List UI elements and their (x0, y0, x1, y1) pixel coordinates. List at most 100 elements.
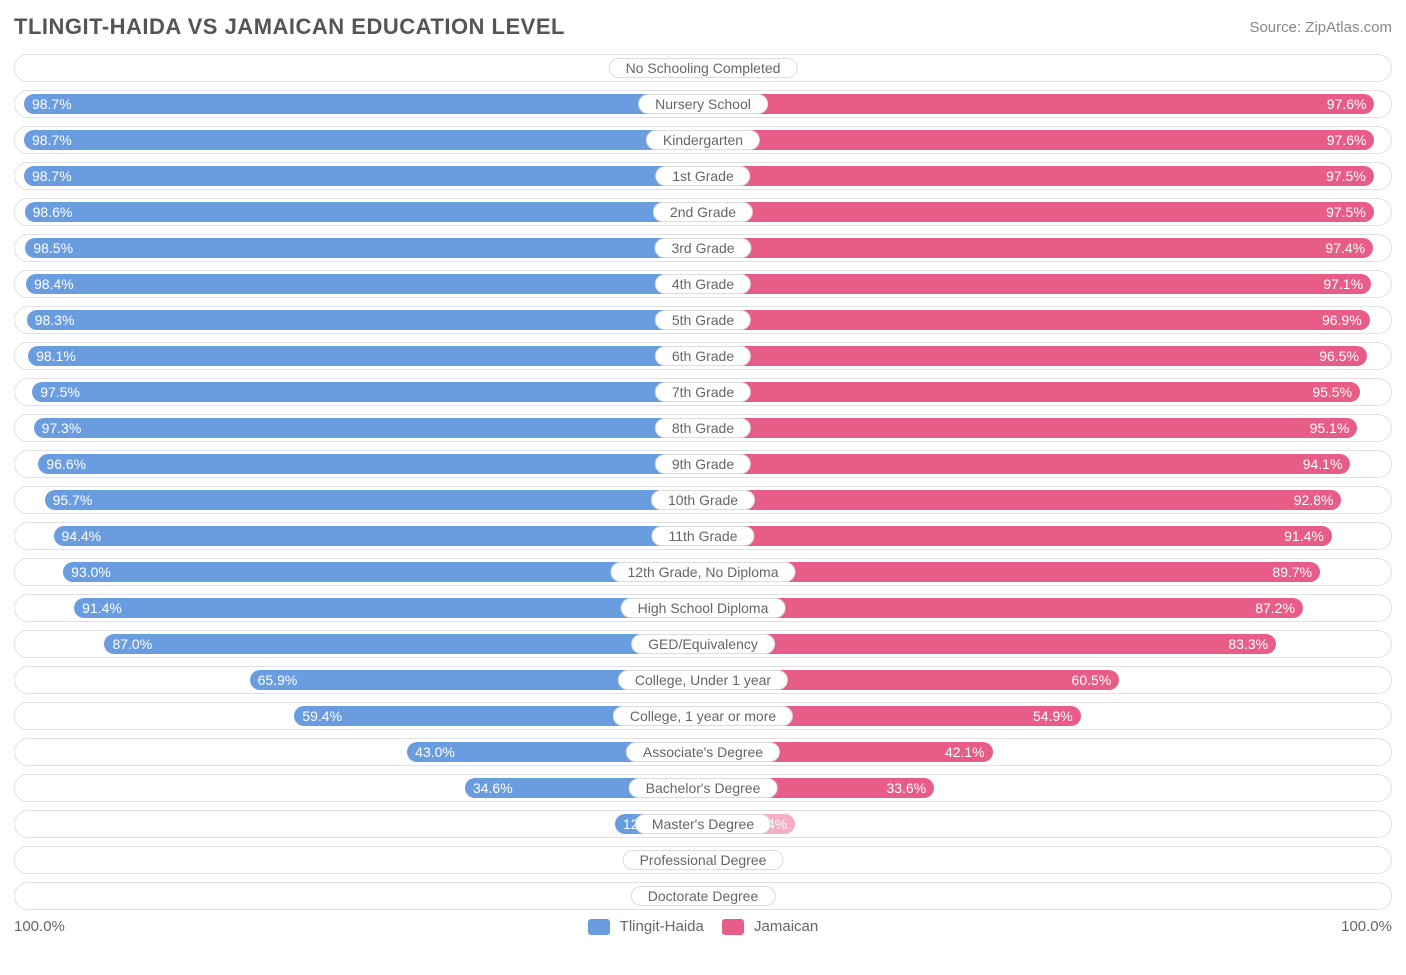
row-category-label: 1st Grade (655, 166, 750, 186)
bar-value-left: 91.4% (82, 600, 122, 616)
bar-value-left: 96.6% (46, 456, 86, 472)
bar-value-right: 97.5% (1326, 204, 1366, 220)
chart-header: TLINGIT-HAIDA VS JAMAICAN EDUCATION LEVE… (14, 14, 1392, 40)
bar-value-left: 94.4% (62, 528, 102, 544)
bar-value-right: 60.5% (1072, 672, 1112, 688)
bar-value-left: 95.7% (53, 492, 93, 508)
row-category-label: High School Diploma (621, 598, 786, 618)
row-category-label: Master's Degree (635, 814, 771, 834)
chart-row: 98.7% 97.6% Nursery School (14, 90, 1392, 118)
bar-value-right: 97.1% (1323, 276, 1363, 292)
chart-row: 65.9% 60.5% College, Under 1 year (14, 666, 1392, 694)
chart-row: 94.4% 91.4% 11th Grade (14, 522, 1392, 550)
bar-value-left: 34.6% (473, 780, 513, 796)
bar-value-left: 98.7% (32, 96, 72, 112)
row-category-label: Professional Degree (623, 850, 784, 870)
legend-center: Tlingit-Haida Jamaican (588, 918, 818, 935)
chart-rows: 1.5%2.4%No Schooling Completed 98.7% 97.6%… (14, 54, 1392, 910)
legend-swatch-right (722, 919, 744, 935)
bar-value-right: 89.7% (1272, 564, 1312, 580)
chart-row: 93.0% 89.7% 12th Grade, No Diploma (14, 558, 1392, 586)
chart-row: 91.4% 87.2% High School Diploma (14, 594, 1392, 622)
chart-row: 98.4% 97.1% 4th Grade (14, 270, 1392, 298)
row-category-label: 7th Grade (655, 382, 751, 402)
bar-value-right: 96.9% (1322, 312, 1362, 328)
bar-value-right: 92.8% (1294, 492, 1334, 508)
bar-value-right: 87.2% (1255, 600, 1295, 616)
row-category-label: 12th Grade, No Diploma (611, 562, 796, 582)
chart-source: Source: ZipAtlas.com (1249, 19, 1392, 36)
axis-right-max: 100.0% (1341, 918, 1392, 935)
row-category-label: 4th Grade (655, 274, 751, 294)
bar-value-left: 98.1% (36, 348, 76, 364)
bar-value-left: 97.3% (42, 420, 82, 436)
chart-row: 43.0% 42.1% Associate's Degree (14, 738, 1392, 766)
legend-swatch-left (588, 919, 610, 935)
row-category-label: 6th Grade (655, 346, 751, 366)
chart-row: 97.5%95.5%7th Grade (14, 378, 1392, 406)
bar-value-right: 97.4% (1325, 240, 1365, 256)
bar-value-right: 91.4% (1284, 528, 1324, 544)
chart-row: 12.8%13.4%Master's Degree (14, 810, 1392, 838)
row-category-label: 8th Grade (655, 418, 751, 438)
chart-row: 97.3% 95.1% 8th Grade (14, 414, 1392, 442)
row-category-label: College, 1 year or more (613, 706, 793, 726)
chart-row: 96.6% 94.1% 9th Grade (14, 450, 1392, 478)
bar-value-left: 98.5% (33, 240, 73, 256)
bar-value-right: 42.1% (945, 744, 985, 760)
bar-value-left: 65.9% (258, 672, 298, 688)
row-category-label: College, Under 1 year (618, 670, 788, 690)
bar-value-right: 97.5% (1326, 168, 1366, 184)
row-category-label: Kindergarten (646, 130, 760, 150)
bar-value-right: 97.6% (1327, 96, 1367, 112)
bar-value-left: 93.0% (71, 564, 111, 580)
bar-value-left: 97.5% (40, 384, 80, 400)
chart-row: 87.0% 83.3% GED/Equivalency (14, 630, 1392, 658)
bar-value-left: 98.3% (35, 312, 75, 328)
legend-label-left: Tlingit-Haida (620, 918, 704, 935)
chart-row: 95.7% 92.8% 10th Grade (14, 486, 1392, 514)
chart-row: 98.7% 97.5% 1st Grade (14, 162, 1392, 190)
legend-row: 100.0% Tlingit-Haida Jamaican 100.0% (14, 918, 1392, 935)
legend-item-right: Jamaican (722, 918, 818, 935)
row-category-label: Associate's Degree (626, 742, 780, 762)
chart-row: 59.4% 54.9% College, 1 year or more (14, 702, 1392, 730)
axis-left-max: 100.0% (14, 918, 65, 935)
bar-value-right: 83.3% (1228, 636, 1268, 652)
legend-label-right: Jamaican (754, 918, 818, 935)
row-category-label: No Schooling Completed (609, 58, 798, 78)
bar-value-left: 43.0% (415, 744, 455, 760)
bar-value-left: 59.4% (302, 708, 342, 724)
chart-row: 1.5%2.4%No Schooling Completed (14, 54, 1392, 82)
chart-row: 98.7%97.6%Kindergarten (14, 126, 1392, 154)
bar-value-right: 33.6% (886, 780, 926, 796)
chart-row: 1.7%1.5%Doctorate Degree (14, 882, 1392, 910)
bar-value-right: 97.6% (1327, 132, 1367, 148)
chart-title: TLINGIT-HAIDA VS JAMAICAN EDUCATION LEVE… (14, 14, 565, 40)
row-category-label: 11th Grade (651, 526, 754, 546)
row-category-label: 3rd Grade (654, 238, 751, 258)
bar-value-right: 54.9% (1033, 708, 1073, 724)
chart-row: 98.6% 97.5% 2nd Grade (14, 198, 1392, 226)
bar-value-left: 98.7% (32, 168, 72, 184)
chart-row: 98.5% 97.4% 3rd Grade (14, 234, 1392, 262)
chart-row: 4.0%3.7%Professional Degree (14, 846, 1392, 874)
chart-row: 98.3% 96.9% 5th Grade (14, 306, 1392, 334)
row-category-label: Nursery School (638, 94, 768, 114)
legend-item-left: Tlingit-Haida (588, 918, 704, 935)
bar-value-right: 95.1% (1310, 420, 1350, 436)
row-category-label: 10th Grade (651, 490, 755, 510)
row-category-label: 9th Grade (655, 454, 751, 474)
row-category-label: GED/Equivalency (631, 634, 775, 654)
bar-value-left: 87.0% (112, 636, 152, 652)
row-category-label: Doctorate Degree (631, 886, 776, 906)
bar-value-right: 96.5% (1319, 348, 1359, 364)
row-category-label: 5th Grade (655, 310, 751, 330)
bar-value-left: 98.4% (34, 276, 74, 292)
chart-row: 98.1% 96.5% 6th Grade (14, 342, 1392, 370)
bar-value-left: 98.6% (33, 204, 73, 220)
chart-row: 34.6% 33.6% Bachelor's Degree (14, 774, 1392, 802)
bar-value-right: 94.1% (1303, 456, 1343, 472)
row-category-label: 2nd Grade (653, 202, 753, 222)
row-category-label: Bachelor's Degree (629, 778, 778, 798)
